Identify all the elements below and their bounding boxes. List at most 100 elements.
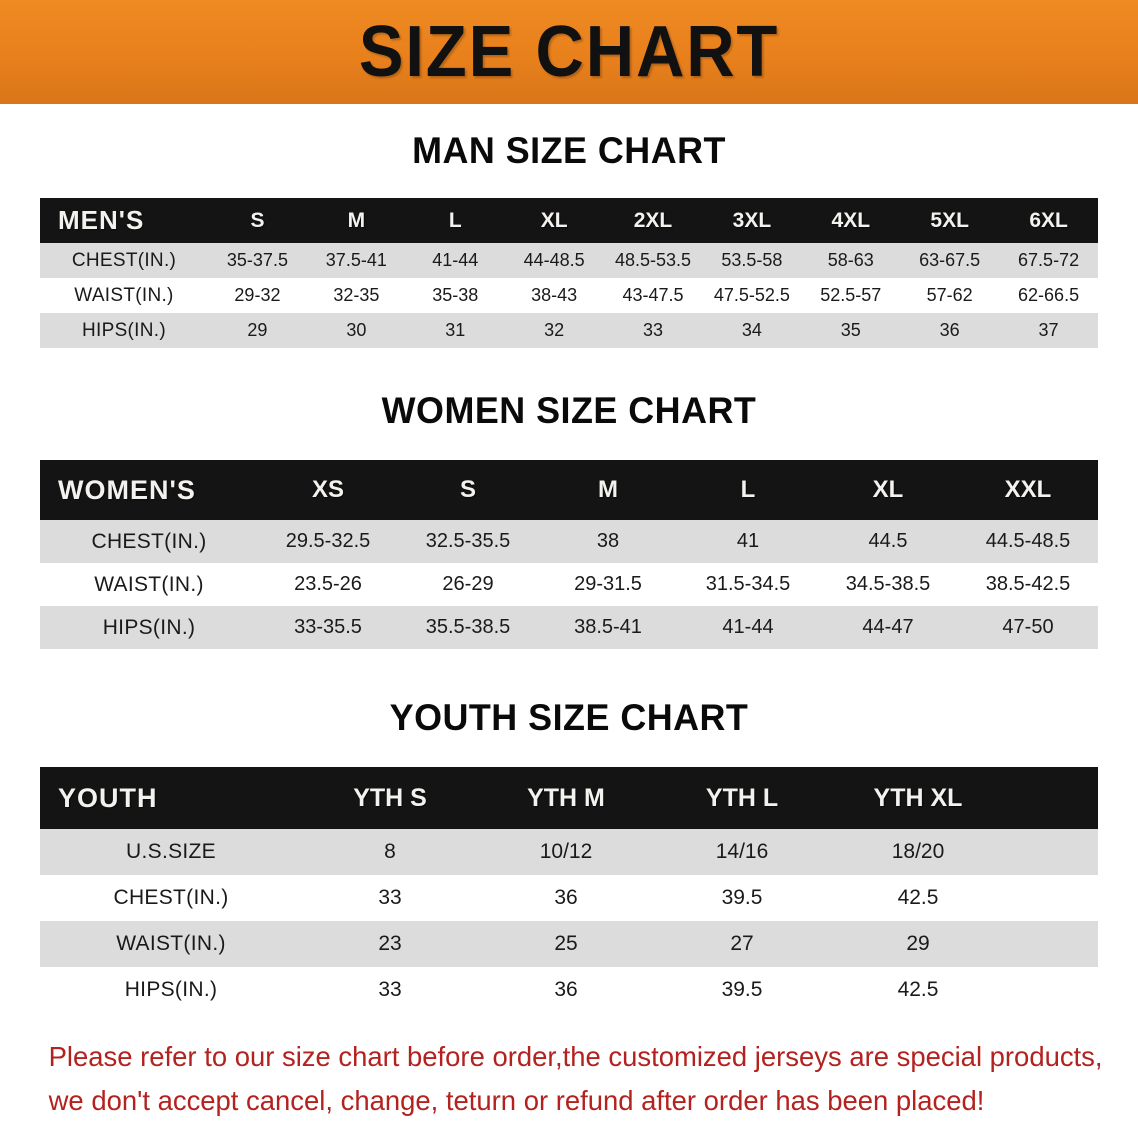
women-table-wrap: WOMEN'S XS S M L XL XXL CHEST(IN.) 29.5-… — [40, 460, 1098, 649]
man-col-s: S — [250, 208, 265, 232]
women-row-label-hips: HIPS(IN.) — [102, 615, 196, 639]
youth-hips-l: 39.5 — [721, 978, 763, 1001]
man-table-head: MEN'S S M L XL 2XL 3XL 4XL 5XL 6XL — [40, 198, 1099, 243]
youth-ussize-xl: 18/20 — [891, 840, 945, 863]
man-col-3xl: 3XL — [732, 208, 772, 232]
youth-corner-label: YOUTH — [58, 782, 158, 813]
youth-chest-spacer — [1006, 875, 1098, 921]
man-chest-4xl: 58-63 — [827, 250, 874, 270]
man-hips-4xl: 35 — [840, 320, 861, 340]
women-hips-xxl: 47-50 — [1002, 616, 1054, 638]
youth-table-head: YOUTH YTH S YTH M YTH L YTH XL — [40, 767, 1098, 829]
youth-waist-s: 23 — [378, 932, 402, 955]
man-col-xl: XL — [540, 208, 568, 232]
man-waist-4xl: 52.5-57 — [820, 285, 882, 305]
youth-ussize-l: 14/16 — [715, 840, 769, 863]
women-chest-s: 32.5-35.5 — [425, 530, 511, 552]
youth-chest-xl: 42.5 — [897, 886, 939, 909]
youth-col-yth-l: YTH L — [705, 783, 779, 812]
table-row: CHEST(IN.) 33 36 39.5 42.5 — [40, 875, 1098, 921]
youth-col-yth-s: YTH S — [353, 783, 427, 812]
disclaimer: Please refer to our size chart before or… — [25, 1035, 1113, 1123]
man-chest-6xl: 67.5-72 — [1018, 250, 1080, 270]
women-col-xs: XS — [311, 476, 344, 503]
man-header-row: MEN'S S M L XL 2XL 3XL 4XL 5XL 6XL — [40, 198, 1099, 243]
women-waist-xs: 23.5-26 — [294, 573, 362, 595]
women-row-label-waist: WAIST(IN.) — [94, 572, 204, 596]
man-hips-5xl: 36 — [939, 320, 960, 340]
women-hips-l: 41-44 — [722, 616, 774, 638]
youth-ussize-spacer — [1006, 829, 1098, 875]
man-col-5xl: 5XL — [930, 208, 969, 232]
man-chest-s: 35-37.5 — [226, 250, 288, 270]
man-chest-xl: 44-48.5 — [523, 250, 585, 270]
youth-col-yth-xl: YTH XL — [873, 783, 963, 812]
table-row: CHEST(IN.) 29.5-32.5 32.5-35.5 38 41 44.… — [40, 520, 1098, 563]
banner: SIZE CHART — [0, 0, 1138, 104]
women-chest-l: 41 — [736, 530, 760, 552]
youth-hips-m: 36 — [554, 978, 578, 1001]
women-waist-xxl: 38.5-42.5 — [985, 573, 1071, 595]
women-table-head: WOMEN'S XS S M L XL XXL — [40, 460, 1098, 520]
man-waist-m: 32-35 — [333, 285, 380, 305]
women-chest-xl: 44.5 — [868, 530, 908, 552]
women-waist-l: 31.5-34.5 — [705, 573, 791, 595]
man-row-label-hips: HIPS(IN.) — [82, 319, 166, 341]
women-hips-s: 35.5-38.5 — [425, 616, 511, 638]
youth-hips-spacer — [1006, 967, 1098, 1013]
youth-waist-m: 25 — [554, 932, 578, 955]
women-section-title: WOMEN SIZE CHART — [381, 390, 757, 431]
man-waist-3xl: 47.5-52.5 — [713, 285, 790, 305]
man-section-title: MAN SIZE CHART — [412, 130, 726, 171]
women-col-m: M — [598, 476, 618, 503]
man-waist-l: 35-38 — [432, 285, 479, 305]
man-row-label-waist: WAIST(IN.) — [74, 284, 174, 306]
man-waist-5xl: 57-62 — [926, 285, 973, 305]
table-row: CHEST(IN.) 35-37.5 37.5-41 41-44 44-48.5… — [40, 243, 1099, 278]
man-col-6xl: 6XL — [1029, 208, 1068, 232]
women-hips-xl: 44-47 — [862, 616, 914, 638]
man-hips-6xl: 37 — [1038, 320, 1059, 340]
women-col-xl: XL — [872, 476, 904, 503]
women-col-xxl: XXL — [1004, 476, 1052, 503]
women-col-l: L — [740, 476, 756, 503]
man-corner-label: MEN'S — [58, 205, 145, 235]
man-chest-l: 41-44 — [432, 250, 479, 270]
man-table-body: CHEST(IN.) 35-37.5 37.5-41 41-44 44-48.5… — [40, 243, 1099, 348]
man-col-l: L — [448, 208, 462, 232]
man-waist-xl: 38-43 — [531, 285, 578, 305]
women-corner-label: WOMEN'S — [58, 474, 196, 505]
man-hips-3xl: 34 — [741, 320, 762, 340]
youth-chest-m: 36 — [554, 886, 578, 909]
youth-size-table: YOUTH YTH S YTH M YTH L YTH XL U.S.SIZE … — [40, 767, 1098, 1013]
women-row-label-chest: CHEST(IN.) — [91, 529, 207, 553]
women-chest-xxl: 44.5-48.5 — [985, 530, 1071, 552]
women-size-table: WOMEN'S XS S M L XL XXL CHEST(IN.) 29.5-… — [40, 460, 1098, 649]
youth-hips-xl: 42.5 — [897, 978, 939, 1001]
table-row: HIPS(IN.) 33 36 39.5 42.5 — [40, 967, 1098, 1013]
women-col-s: S — [459, 476, 476, 503]
youth-waist-l: 27 — [730, 932, 754, 955]
man-hips-l: 31 — [445, 320, 466, 340]
man-table-wrap: MEN'S S M L XL 2XL 3XL 4XL 5XL 6XL CHEST… — [40, 198, 1099, 348]
man-chest-2xl: 48.5-53.5 — [614, 250, 692, 270]
youth-row-label-waist: WAIST(IN.) — [116, 932, 226, 955]
man-hips-xl: 32 — [544, 320, 565, 340]
man-hips-m: 30 — [346, 320, 367, 340]
youth-chest-s: 33 — [378, 886, 402, 909]
man-hips-2xl: 33 — [642, 320, 664, 340]
women-chest-xs: 29.5-32.5 — [285, 530, 371, 552]
table-row: HIPS(IN.) 29 30 31 32 33 34 35 36 37 — [40, 313, 1099, 348]
youth-header-row: YOUTH YTH S YTH M YTH L YTH XL — [40, 767, 1098, 829]
women-waist-m: 29-31.5 — [574, 573, 642, 595]
women-hips-m: 38.5-41 — [574, 616, 642, 638]
man-row-label-chest: CHEST(IN.) — [71, 249, 177, 271]
table-row: WAIST(IN.) 29-32 32-35 35-38 38-43 43-47… — [40, 278, 1099, 313]
man-col-4xl: 4XL — [831, 208, 871, 232]
banner-title: SIZE CHART — [358, 12, 780, 92]
youth-waist-xl: 29 — [906, 932, 930, 955]
table-row: HIPS(IN.) 33-35.5 35.5-38.5 38.5-41 41-4… — [40, 606, 1098, 649]
table-row: U.S.SIZE 8 10/12 14/16 18/20 — [40, 829, 1098, 875]
man-hips-s: 29 — [247, 320, 268, 340]
